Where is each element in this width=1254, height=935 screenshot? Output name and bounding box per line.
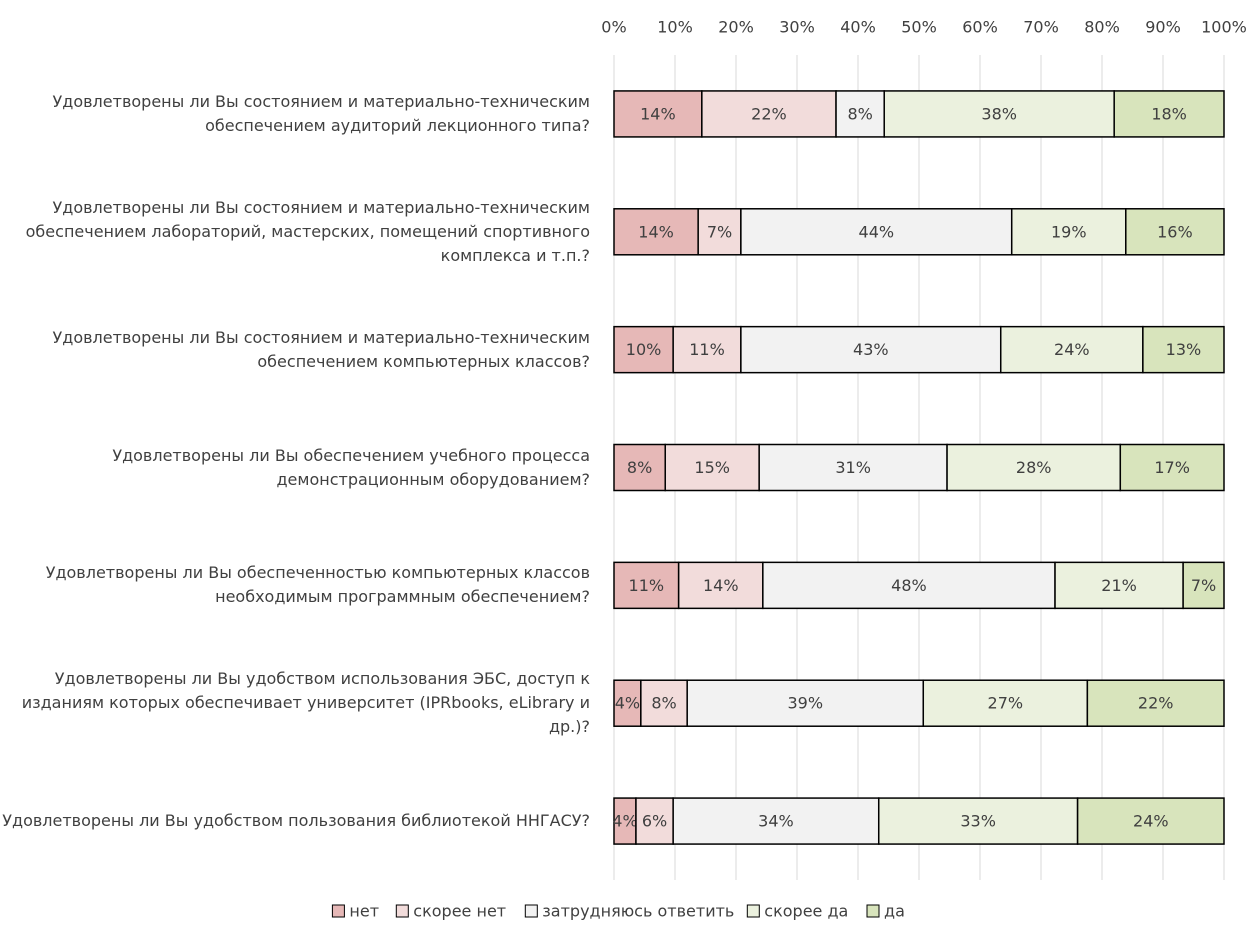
bar-segment <box>613 443 666 492</box>
bar-segment <box>1010 208 1127 256</box>
x-tick-label: 90% <box>1145 18 1181 37</box>
data-label: 28% <box>1016 458 1052 477</box>
data-label: 18% <box>1151 104 1187 123</box>
bar-segment <box>686 679 925 727</box>
data-label: 24% <box>1054 340 1090 359</box>
bar-segment <box>677 561 764 610</box>
legend-label: скорее нет <box>413 902 506 921</box>
data-label: 11% <box>689 340 725 359</box>
data-label: 4% <box>612 812 637 831</box>
bar-segment <box>613 90 703 138</box>
bar-segment <box>1086 679 1225 727</box>
x-tick-label: 60% <box>962 18 998 37</box>
data-label: 6% <box>642 812 667 831</box>
category-label: Удовлетворены ли Вы удобством пользовани… <box>2 811 590 831</box>
x-tick-label: 0% <box>601 18 626 37</box>
data-label: 22% <box>751 104 787 123</box>
bar-segment <box>740 325 1002 374</box>
bar-segment <box>635 797 674 845</box>
data-label: 34% <box>758 812 794 831</box>
data-label: 8% <box>627 458 652 477</box>
bar-segment <box>640 679 688 727</box>
data-label: 8% <box>847 104 872 123</box>
bar-segment <box>1142 325 1225 374</box>
bar-segment <box>1125 208 1225 256</box>
x-tick-label: 80% <box>1084 18 1120 37</box>
legend-label: да <box>884 902 905 921</box>
data-label: 16% <box>1157 222 1193 241</box>
data-label: 8% <box>651 694 676 713</box>
data-label: 31% <box>835 458 871 477</box>
category-label: Удовлетворены ли Вы состоянием и материа… <box>25 197 590 265</box>
legend-label: скорее да <box>764 902 848 921</box>
data-label: 39% <box>787 694 823 713</box>
x-tick-label: 20% <box>718 18 754 37</box>
data-label: 48% <box>891 576 927 595</box>
bar-segment <box>1182 561 1225 610</box>
bar-segment <box>758 443 948 492</box>
x-tick-label: 50% <box>901 18 937 37</box>
bar-segment <box>762 561 1056 610</box>
data-label: 43% <box>853 340 889 359</box>
data-label: 4% <box>615 694 640 713</box>
data-label: 38% <box>981 104 1017 123</box>
legend-swatch <box>395 904 409 918</box>
data-label: 17% <box>1154 458 1190 477</box>
data-label: 14% <box>638 222 674 241</box>
category-label: Удовлетворены ли Вы обеспеченностью комп… <box>45 563 590 607</box>
bar-segment <box>1076 797 1225 845</box>
legend-label: нет <box>349 902 379 921</box>
bar-segment <box>664 443 760 492</box>
x-tick-label: 70% <box>1023 18 1059 37</box>
data-label: 13% <box>1166 340 1202 359</box>
data-label: 15% <box>694 458 730 477</box>
legend-swatch <box>746 904 760 918</box>
bar-segment <box>1119 443 1225 492</box>
category-label: Удовлетворены ли Вы обеспечением учебног… <box>112 445 590 489</box>
x-tick-label: 40% <box>840 18 876 37</box>
legend-swatch <box>524 904 538 918</box>
x-tick-label: 30% <box>779 18 815 37</box>
bar-segment <box>883 90 1115 138</box>
data-label: 7% <box>1191 576 1216 595</box>
bar-segment <box>613 679 642 727</box>
bar-segment <box>1113 90 1225 138</box>
data-label: 7% <box>707 222 732 241</box>
bar-segment <box>672 325 742 374</box>
bar-segment <box>613 208 699 256</box>
category-label: Удовлетворены ли Вы состоянием и материа… <box>52 91 590 135</box>
bar-segment <box>877 797 1079 845</box>
category-label: Удовлетворены ли Вы удобством использова… <box>21 669 590 737</box>
data-label: 22% <box>1138 694 1174 713</box>
legend-label: затрудняюсь ответить <box>542 902 734 921</box>
data-label: 33% <box>960 812 996 831</box>
x-tick-label: 100% <box>1201 18 1247 37</box>
data-label: 44% <box>859 222 895 241</box>
bar-segment <box>613 561 680 610</box>
bar-segment <box>613 325 674 374</box>
data-label: 11% <box>629 576 665 595</box>
data-label: 21% <box>1101 576 1137 595</box>
data-label: 14% <box>703 576 739 595</box>
category-label: Удовлетворены ли Вы состоянием и материа… <box>52 327 590 371</box>
data-label: 24% <box>1133 812 1169 831</box>
data-label: 10% <box>626 340 662 359</box>
x-tick-label: 10% <box>657 18 693 37</box>
bar-segment <box>922 679 1089 727</box>
data-label: 27% <box>988 694 1024 713</box>
legend-swatch <box>331 904 345 918</box>
bar-segment <box>740 208 1013 256</box>
legend-swatch <box>866 904 880 918</box>
data-label: 19% <box>1051 222 1087 241</box>
data-label: 14% <box>640 104 676 123</box>
